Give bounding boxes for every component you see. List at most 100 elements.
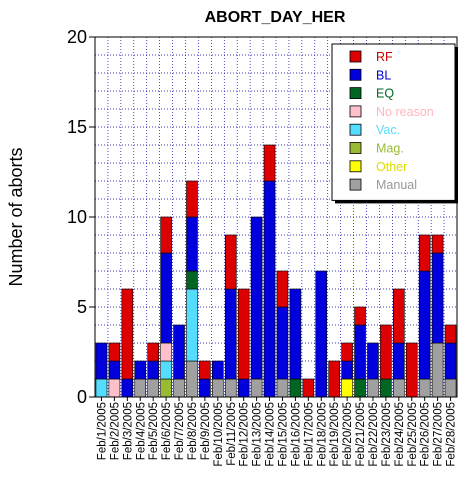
bar-segment-rf: [108, 342, 121, 362]
x-tick-label: Feb/26/2005: [420, 402, 432, 467]
bar-segment-bl: [276, 306, 289, 380]
legend-label-no-reason: No reason: [376, 105, 434, 119]
bar-segment-bl: [431, 252, 444, 344]
bar-segment-rf: [237, 288, 250, 380]
bar-segment-bl: [341, 360, 353, 380]
x-tick-label: Feb/1/2005: [96, 402, 108, 460]
bar-segment-manual: [134, 378, 147, 398]
bar-segment-rf: [199, 360, 211, 380]
plot-frame: [94, 36, 458, 398]
bar-segment-bl: [212, 360, 224, 380]
legend-label-mag: Mag.: [376, 142, 404, 156]
x-tick-label: Feb/21/2005: [355, 402, 367, 467]
y-tick-label: 10: [67, 207, 87, 227]
bar-segment-bl: [121, 378, 134, 398]
bar-segment-rf: [431, 234, 444, 254]
bar-segment-bl: [354, 324, 366, 380]
x-tick-label: Feb/11/2005: [226, 402, 238, 466]
legend-swatch-bl: [349, 68, 362, 81]
y-ticks: 0 5 10 15 20: [67, 27, 95, 407]
bar-segment-manual: [276, 378, 289, 398]
chart-title: ABORT_DAY_HER: [205, 9, 346, 26]
bar-segment-bl: [444, 342, 457, 380]
legend-label-vac: Vac.: [376, 123, 400, 137]
x-tick-label: Feb/7/2005: [174, 402, 186, 460]
bar-segment-bl: [315, 270, 328, 398]
bar-segment-manual: [212, 378, 224, 398]
bar-segment-manual: [224, 378, 237, 398]
bar-segment-manual: [444, 378, 457, 398]
x-tick-label: Feb/15/2005: [277, 402, 289, 467]
bar-segment-eq: [354, 378, 366, 398]
legend-label-manual: Manual: [376, 178, 417, 192]
x-tick-label: Feb/27/2005: [433, 402, 445, 467]
x-tick-label: Feb/16/2005: [290, 402, 302, 467]
bar-segment-rf: [393, 288, 405, 344]
bar-segment-rf: [186, 180, 198, 218]
bar-segment-rf: [354, 306, 366, 326]
x-tick-label: Feb/10/2005: [213, 402, 225, 467]
legend-swatch-rf: [349, 50, 362, 63]
bar-segment-manual: [393, 378, 405, 398]
bar-segment-bl: [418, 270, 431, 380]
bar-segment-manual: [186, 360, 198, 398]
x-tick-label: Feb/8/2005: [187, 402, 199, 460]
bar-segment-manual: [147, 378, 159, 398]
bar-segment-rf: [328, 360, 340, 398]
bar-segment-rf: [147, 342, 159, 362]
x-tick-label: Feb/5/2005: [148, 402, 160, 460]
x-tick-label: Feb/19/2005: [329, 402, 341, 467]
bar-segment-rf: [380, 324, 392, 380]
legend-swatch-manual: [349, 178, 362, 191]
x-tick-label: Feb/14/2005: [265, 402, 277, 467]
bar-segment-bl: [367, 342, 379, 380]
x-tick-label: Feb/28/2005: [446, 402, 458, 467]
bars-group: [95, 144, 457, 398]
bar-segment-bl: [186, 216, 198, 272]
bar-segment-bl: [263, 180, 276, 398]
legend-box: [331, 43, 456, 201]
bar-segment-rf: [263, 144, 276, 182]
bar-segment-other: [341, 378, 353, 398]
legend-swatch-vac: [349, 123, 362, 136]
x-ticks: Feb/1/2005 Feb/2/2005 Feb/3/2005 Feb/4/2005…: [96, 397, 458, 467]
legend-label-rf: RF: [376, 50, 393, 64]
bar-segment-vac: [186, 288, 198, 362]
x-tick-label: Feb/22/2005: [368, 402, 380, 467]
bar-segment-manual: [367, 378, 379, 398]
bar-segment-rf: [160, 216, 172, 254]
bar-segment-bl: [108, 360, 121, 380]
legend-swatch-mag: [349, 142, 362, 154]
bar-segment-bl: [250, 216, 263, 380]
y-tick-label: 5: [77, 297, 87, 317]
x-tick-label: Feb/17/2005: [303, 402, 315, 467]
x-tick-label: Feb/13/2005: [252, 402, 264, 467]
x-tick-label: Feb/12/2005: [239, 402, 251, 467]
bar-segment-mag: [160, 378, 172, 398]
y-tick-label: 15: [67, 117, 87, 137]
bar-segment-eq: [289, 378, 302, 398]
bar-segment-rf: [444, 324, 457, 344]
legend-label-eq: EQ: [376, 87, 394, 101]
bar-segment-rf: [341, 342, 353, 362]
x-tick-label: Feb/18/2005: [316, 402, 328, 467]
x-tick-label: Feb/3/2005: [122, 402, 134, 460]
bar-segment-rf: [302, 378, 315, 398]
x-tick-label: Feb/25/2005: [407, 402, 419, 467]
bar-segment-rf: [405, 342, 418, 398]
x-tick-label: Feb/23/2005: [381, 402, 393, 467]
bar-segment-rf: [418, 234, 431, 272]
bar-segment-eq: [186, 270, 198, 290]
bar-segment-bl: [134, 360, 147, 380]
bar-segment-bl: [224, 288, 237, 380]
bar-segment-bl: [160, 252, 172, 344]
bar-segment-bl: [289, 288, 302, 380]
bar-segment-vac: [160, 360, 172, 380]
legend-swatch-other: [349, 160, 362, 173]
legend-swatch-eq: [349, 87, 362, 99]
bar-segment-rf: [121, 288, 134, 380]
bar-segment-manual: [173, 378, 185, 398]
bar-segment-no-reason: [160, 342, 172, 362]
x-tick-label: Feb/9/2005: [200, 402, 212, 460]
